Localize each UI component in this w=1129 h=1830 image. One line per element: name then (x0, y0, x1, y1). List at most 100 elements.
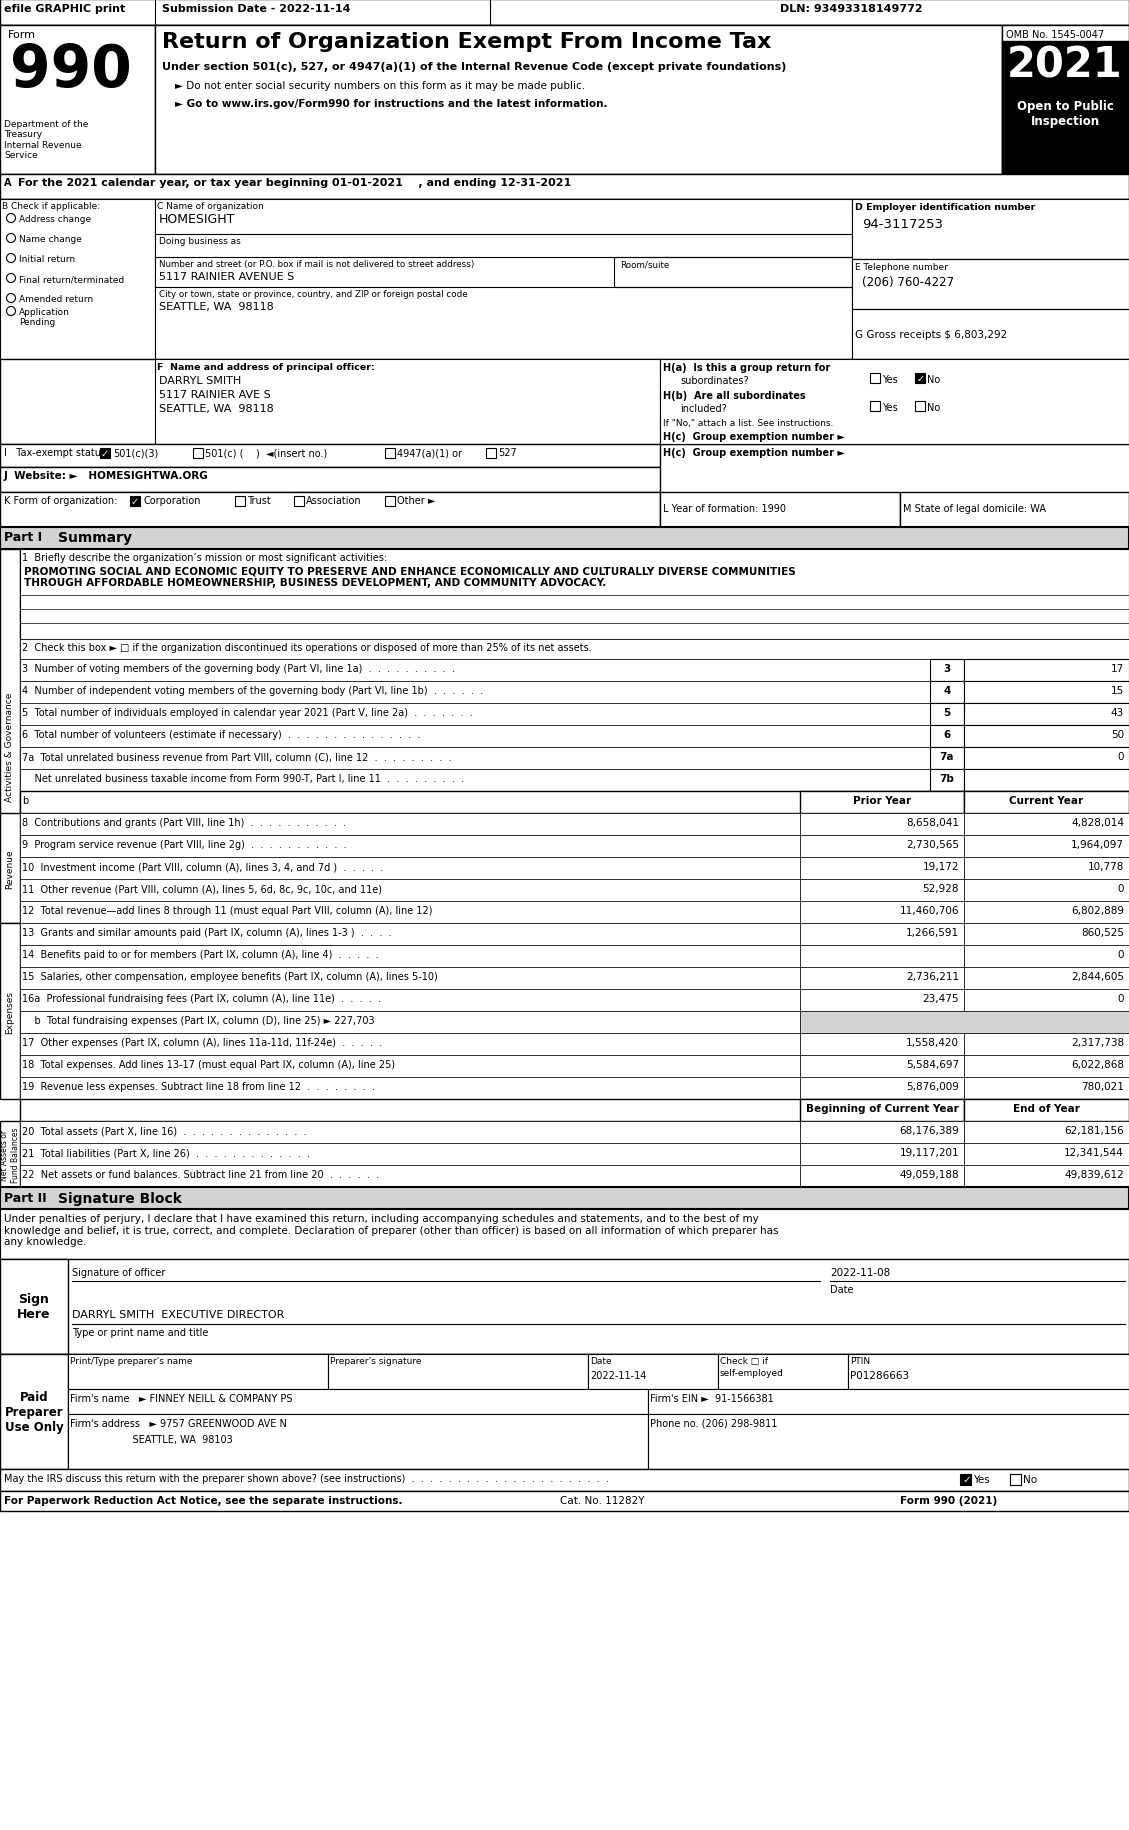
Text: 527: 527 (498, 448, 517, 458)
Bar (964, 703, 1129, 727)
Text: ✓: ✓ (962, 1475, 971, 1484)
Text: Beginning of Current Year: Beginning of Current Year (806, 1103, 959, 1113)
Text: 68,176,389: 68,176,389 (900, 1125, 959, 1135)
Bar (20, 1034, 800, 1056)
Bar (964, 1100, 1129, 1122)
Text: Sign
Here: Sign Here (17, 1292, 51, 1321)
Bar (964, 792, 1129, 814)
Bar (800, 902, 964, 924)
Bar (68, 1354, 329, 1389)
Text: Current Year: Current Year (1009, 796, 1083, 805)
Bar (20, 681, 930, 703)
Text: K Form of organization:: K Form of organization: (5, 496, 117, 505)
Bar (0, 924, 20, 1100)
Text: 3  Number of voting members of the governing body (Part VI, line 1a)  .  .  .  .: 3 Number of voting members of the govern… (21, 664, 455, 673)
Text: 7b: 7b (939, 774, 954, 783)
Text: L Year of formation: 1990: L Year of formation: 1990 (663, 503, 786, 514)
Text: H(c)  Group exemption number ►: H(c) Group exemption number ► (663, 432, 844, 441)
Text: For Paperwork Reduction Act Notice, see the separate instructions.: For Paperwork Reduction Act Notice, see … (5, 1495, 403, 1506)
Text: PTIN: PTIN (850, 1356, 870, 1365)
Text: Form 990 (2021): Form 990 (2021) (900, 1495, 997, 1506)
Text: 4,828,014: 4,828,014 (1071, 818, 1124, 827)
Text: For the 2021 calendar year, or tax year beginning 01-01-2021    , and ending 12-: For the 2021 calendar year, or tax year … (18, 178, 571, 188)
Bar (0, 1188, 1129, 1210)
Text: 2022-11-08: 2022-11-08 (830, 1268, 891, 1277)
Bar (964, 770, 1129, 792)
Text: Trust: Trust (247, 496, 271, 505)
Bar (155, 199, 852, 361)
Text: A: A (5, 178, 11, 188)
Text: 7a: 7a (939, 752, 954, 761)
Bar (964, 681, 1129, 703)
Text: Submission Date - 2022-11-14: Submission Date - 2022-11-14 (161, 4, 350, 15)
Bar (294, 496, 304, 507)
Text: ✓: ✓ (100, 448, 110, 459)
Text: F  Name and address of principal officer:: F Name and address of principal officer: (157, 362, 375, 371)
Bar (20, 924, 800, 946)
Text: 11  Other revenue (Part VIII, column (A), lines 5, 6d, 8c, 9c, 10c, and 11e): 11 Other revenue (Part VIII, column (A),… (21, 884, 382, 893)
Bar (964, 1166, 1129, 1188)
Bar (20, 703, 930, 727)
Text: Room/suite: Room/suite (620, 260, 669, 269)
Text: 1  Briefly describe the organization’s mission or most significant activities:: 1 Briefly describe the organization’s mi… (21, 553, 387, 562)
Text: May the IRS discuss this return with the preparer shown above? (see instructions: May the IRS discuss this return with the… (5, 1473, 609, 1482)
Bar (964, 1056, 1129, 1078)
Bar (20, 770, 930, 792)
Bar (852, 309, 1129, 361)
Text: No: No (927, 375, 940, 384)
Text: 990: 990 (10, 42, 132, 99)
Bar (20, 858, 800, 880)
Text: Firm's address   ► 9757 GREENWOOD AVE N: Firm's address ► 9757 GREENWOOD AVE N (70, 1418, 287, 1427)
Text: 50: 50 (1111, 730, 1124, 739)
Text: 2  Check this box ► □ if the organization discontinued its operations or dispose: 2 Check this box ► □ if the organization… (21, 642, 592, 653)
Text: 13  Grants and similar amounts paid (Part IX, column (A), lines 1-3 )  .  .  .  : 13 Grants and similar amounts paid (Part… (21, 928, 392, 937)
Bar (100, 448, 110, 459)
Text: b  Total fundraising expenses (Part IX, column (D), line 25) ► 227,703: b Total fundraising expenses (Part IX, c… (21, 1016, 375, 1025)
Bar (20, 880, 800, 902)
Bar (930, 659, 964, 681)
Bar (485, 448, 496, 459)
Bar (235, 496, 245, 507)
Text: Yes: Yes (882, 403, 898, 414)
Bar (660, 492, 900, 527)
Text: Yes: Yes (973, 1475, 990, 1484)
Bar (800, 1166, 964, 1188)
Bar (0, 1122, 20, 1188)
Text: Initial return: Initial return (19, 254, 76, 264)
Text: 0: 0 (1118, 884, 1124, 893)
Bar (964, 924, 1129, 946)
Bar (964, 748, 1129, 770)
Bar (800, 1012, 1129, 1034)
Bar (1003, 26, 1129, 176)
Text: Signature Block: Signature Block (58, 1191, 182, 1206)
Text: 8,658,041: 8,658,041 (905, 818, 959, 827)
Text: 0: 0 (1118, 994, 1124, 1003)
Bar (914, 373, 925, 384)
Text: SEATTLE, WA  98103: SEATTLE, WA 98103 (70, 1435, 233, 1444)
Text: efile GRAPHIC print: efile GRAPHIC print (5, 4, 125, 15)
Text: Doing business as: Doing business as (159, 236, 240, 245)
Bar (1003, 42, 1129, 88)
Bar (0, 199, 155, 361)
Text: Net unrelated business taxable income from Form 990-T, Part I, line 11  .  .  . : Net unrelated business taxable income fr… (21, 774, 464, 783)
Bar (800, 924, 964, 946)
Bar (193, 448, 203, 459)
Bar (155, 26, 1003, 176)
Text: 19  Revenue less expenses. Subtract line 18 from line 12  .  .  .  .  .  .  .  .: 19 Revenue less expenses. Subtract line … (21, 1082, 375, 1091)
Text: 9  Program service revenue (Part VIII, line 2g)  .  .  .  .  .  .  .  .  .  .  .: 9 Program service revenue (Part VIII, li… (21, 840, 347, 849)
Bar (960, 1475, 971, 1486)
Bar (0, 492, 660, 527)
Text: End of Year: End of Year (1013, 1103, 1079, 1113)
Bar (964, 990, 1129, 1012)
Bar (0, 445, 660, 468)
Bar (964, 880, 1129, 902)
Text: 20  Total assets (Part X, line 16)  .  .  .  .  .  .  .  .  .  .  .  .  .  .: 20 Total assets (Part X, line 16) . . . … (21, 1125, 307, 1135)
Bar (930, 748, 964, 770)
Text: 501(c) (    )  ◄(insert no.): 501(c) ( ) ◄(insert no.) (205, 448, 327, 458)
Bar (155, 361, 660, 445)
Bar (20, 902, 800, 924)
Text: I   Tax-exempt status:: I Tax-exempt status: (5, 448, 110, 458)
Text: 17: 17 (1111, 664, 1124, 673)
Text: ✓: ✓ (131, 496, 139, 507)
Text: 6,802,889: 6,802,889 (1071, 906, 1124, 915)
